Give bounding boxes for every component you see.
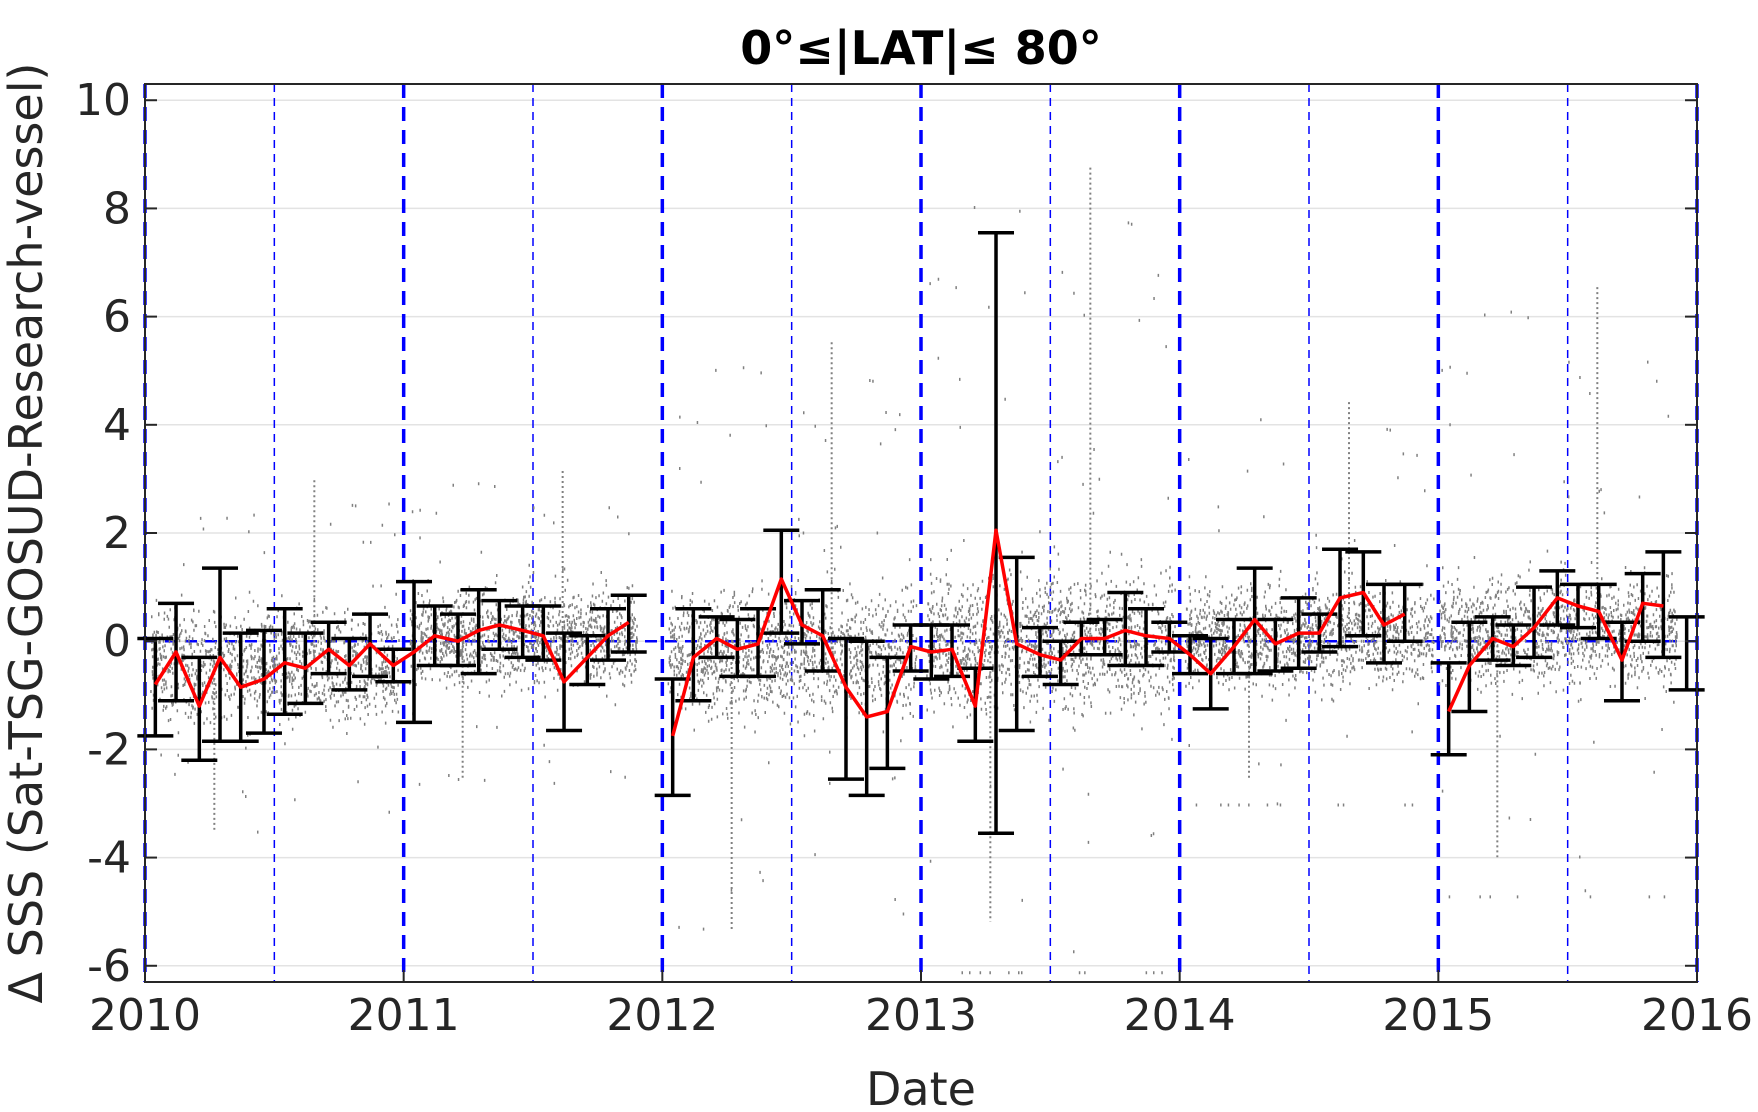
error-bar <box>245 628 282 735</box>
sample-point-cluster <box>667 366 918 931</box>
x-tick-label: 2014 <box>1124 990 1236 1041</box>
error-bar <box>804 588 841 673</box>
sample-point-cluster <box>150 502 400 834</box>
error-bars <box>137 231 1705 835</box>
error-bar <box>181 655 218 762</box>
x-tick-label: 2015 <box>1382 990 1494 1041</box>
y-axis-title: Δ SSS (Sat-TSG-GOSUD-Research-vessel) <box>0 63 53 1004</box>
mean-line-layer <box>153 528 1664 737</box>
x-axis-title: Date <box>866 1062 976 1112</box>
y-tick-label: 4 <box>103 400 131 451</box>
y-tick-label: 10 <box>75 75 131 126</box>
mean-line <box>153 620 630 708</box>
sample-points <box>150 167 1678 975</box>
y-tick-label: -4 <box>87 833 131 884</box>
error-bar <box>137 636 174 738</box>
x-tick-label: 2016 <box>1641 990 1753 1041</box>
error-bar <box>1668 615 1705 692</box>
sample-point-cluster <box>1438 310 1678 899</box>
error-bar <box>1386 582 1423 643</box>
mean-line <box>671 528 1406 737</box>
error-bar <box>569 634 606 687</box>
y-tick-label: 2 <box>103 508 131 559</box>
error-bar <box>654 677 691 798</box>
error-bar <box>1042 639 1079 687</box>
y-tick-label: 8 <box>103 183 131 234</box>
error-bar <box>1516 585 1553 660</box>
x-tick-label: 2010 <box>89 990 201 1041</box>
error-bar <box>1021 625 1058 679</box>
y-tick-label: 0 <box>103 616 131 667</box>
mean-line <box>1447 596 1664 713</box>
x-tick-label: 2011 <box>348 990 460 1041</box>
x-tick-label: 2013 <box>865 990 977 1041</box>
y-tick-label: -2 <box>87 724 131 775</box>
chart-title: 0°≤|LAT|≤ 80° <box>740 21 1101 76</box>
error-bar <box>827 636 864 781</box>
y-tick-label: 6 <box>103 292 131 343</box>
x-tick-label: 2012 <box>606 990 718 1041</box>
y-tick-label: -6 <box>87 941 131 992</box>
sample-point-cluster <box>409 482 638 786</box>
